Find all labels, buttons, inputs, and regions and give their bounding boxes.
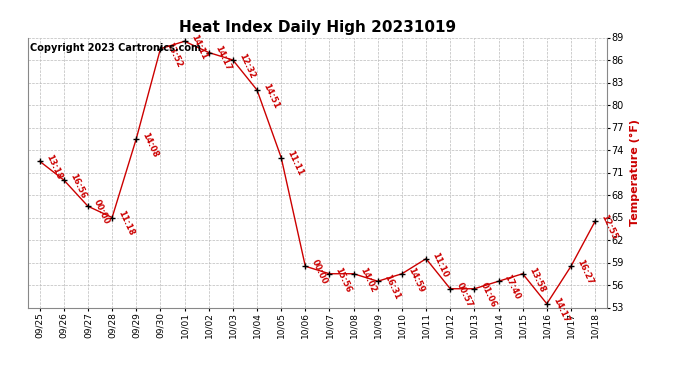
Text: 14:17: 14:17: [213, 45, 233, 73]
Text: 14:59: 14:59: [406, 266, 426, 294]
Text: 14:11: 14:11: [189, 33, 208, 62]
Text: 12:55: 12:55: [600, 213, 619, 242]
Text: 00:00: 00:00: [92, 198, 112, 226]
Text: 14:02: 14:02: [358, 266, 377, 294]
Text: 13:58: 13:58: [527, 266, 546, 294]
Text: 00:57: 00:57: [455, 281, 474, 309]
Text: 01:06: 01:06: [479, 281, 498, 309]
Text: 13:52: 13:52: [165, 41, 184, 69]
Text: 11:18: 11:18: [117, 210, 136, 238]
Text: 16:56: 16:56: [68, 172, 88, 200]
Text: 16:27: 16:27: [575, 258, 595, 286]
Text: 15:56: 15:56: [334, 266, 353, 294]
Text: 11:10: 11:10: [431, 251, 450, 279]
Text: 13:18: 13:18: [44, 153, 63, 181]
Text: 17:40: 17:40: [503, 273, 522, 301]
Text: Copyright 2023 Cartronics.com: Copyright 2023 Cartronics.com: [30, 43, 201, 53]
Text: 00:00: 00:00: [310, 258, 329, 286]
Text: 14:08: 14:08: [141, 131, 160, 159]
Text: 16:31: 16:31: [382, 273, 402, 302]
Title: Heat Index Daily High 20231019: Heat Index Daily High 20231019: [179, 20, 456, 35]
Y-axis label: Temperature (°F): Temperature (°F): [629, 119, 640, 226]
Text: 14:51: 14:51: [262, 82, 281, 110]
Text: 14:17: 14:17: [551, 296, 571, 324]
Text: 11:11: 11:11: [286, 150, 305, 178]
Text: 12:32: 12:32: [237, 52, 257, 80]
